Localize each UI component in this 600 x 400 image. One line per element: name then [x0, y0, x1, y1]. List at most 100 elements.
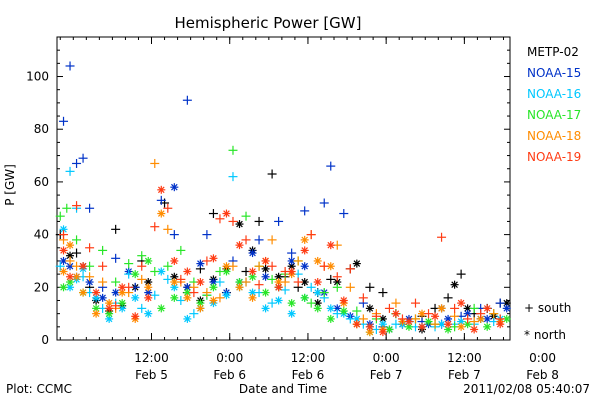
data-point-south [365, 282, 375, 292]
data-point-south [306, 230, 316, 240]
data-point-south [358, 314, 368, 324]
data-point-south [469, 303, 479, 313]
data-point-south [137, 274, 147, 284]
data-point-north [196, 304, 205, 313]
data-point-north [352, 259, 361, 268]
y-tick-label: 80 [34, 122, 49, 136]
data-point-south [378, 288, 388, 298]
data-point-south [85, 203, 95, 213]
data-point-south [137, 251, 147, 261]
data-point-south [456, 269, 466, 279]
data-point-south [72, 248, 82, 258]
data-point-south [352, 306, 362, 316]
y-tick-label: 20 [34, 280, 49, 294]
data-point-north [287, 262, 296, 271]
x-tick-date-label: Feb 6 [213, 368, 246, 382]
data-point-north [98, 293, 107, 302]
data-point-north [313, 304, 322, 313]
data-point-south [450, 311, 460, 321]
data-point-south [189, 288, 199, 298]
data-point-north [92, 293, 101, 302]
data-point-south [163, 274, 173, 284]
data-point-north [170, 272, 179, 281]
data-point-south [98, 245, 108, 255]
data-point-south [215, 277, 225, 287]
data-point-south [59, 230, 69, 240]
plot-credit: Plot: CCMC [6, 382, 72, 396]
x-tick-date-label: Feb 7 [370, 368, 403, 382]
data-point-north [157, 304, 166, 313]
data-point-south [62, 203, 72, 213]
data-point-south [78, 153, 88, 163]
data-point-south [208, 209, 218, 219]
data-point-north [274, 272, 283, 281]
data-point-south [345, 282, 355, 292]
data-point-south [163, 261, 173, 271]
data-point-north [287, 299, 296, 308]
data-point-south [150, 158, 160, 168]
data-point-north [105, 314, 114, 323]
data-point-south [410, 314, 420, 324]
data-point-north [418, 322, 427, 331]
data-point-south [469, 317, 479, 327]
data-point-south [326, 274, 336, 284]
data-point-south [55, 261, 65, 271]
plot-frame [56, 36, 511, 341]
data-point-south [124, 259, 134, 269]
data-point-south [267, 261, 277, 271]
data-point-south [254, 235, 264, 245]
data-point-north [496, 320, 505, 329]
data-point-north [235, 220, 244, 229]
data-point-north [261, 256, 270, 265]
data-point-south [241, 235, 251, 245]
data-point-north [183, 314, 192, 323]
data-point-north [300, 235, 309, 244]
data-point-north [144, 278, 153, 287]
data-point-south [137, 261, 147, 271]
data-point-north [79, 288, 88, 297]
plot-timestamp: 2011/02/08 05:40:07 [463, 382, 590, 396]
data-point-south [274, 216, 284, 226]
x-tick-time-label: 0:00 [373, 351, 400, 365]
data-point-south [319, 198, 329, 208]
data-point-south [371, 311, 381, 321]
plot-border [56, 36, 511, 341]
data-point-north [483, 322, 492, 331]
data-point-north [144, 293, 153, 302]
data-point-south [476, 309, 486, 319]
data-point-north [352, 320, 361, 329]
data-point-south [98, 261, 108, 271]
data-point-south [202, 256, 212, 266]
data-point-south [176, 295, 186, 305]
data-point-south [332, 282, 342, 292]
data-point-north [79, 262, 88, 271]
legend-entry: NOAA-15 [527, 66, 581, 80]
y-axis: 0 20 40 60 80 100 [26, 49, 510, 347]
data-point-south [280, 285, 290, 295]
data-point-north [144, 283, 153, 292]
data-point-south [450, 303, 460, 313]
data-point-north [326, 241, 335, 250]
data-point-north [235, 241, 244, 250]
data-point-north [261, 264, 270, 273]
data-point-north [444, 320, 453, 329]
data-point-south [306, 298, 316, 308]
data-point-north [457, 299, 466, 308]
data-point-north [424, 317, 433, 326]
data-point-north [157, 209, 166, 218]
data-point-south [163, 203, 173, 213]
data-point-south [111, 253, 121, 263]
data-point-south [111, 224, 121, 234]
data-point-north [170, 293, 179, 302]
data-point-north [287, 267, 296, 276]
data-point-north [404, 317, 413, 326]
data-point-north [170, 283, 179, 292]
data-point-south [215, 214, 225, 224]
data-point-north [144, 256, 153, 265]
data-point-south [228, 145, 238, 155]
data-point-north [105, 304, 114, 313]
data-point-north [248, 249, 257, 258]
y-tick-label: 40 [34, 228, 49, 242]
data-point-south [391, 298, 401, 308]
data-point-north [170, 183, 179, 192]
